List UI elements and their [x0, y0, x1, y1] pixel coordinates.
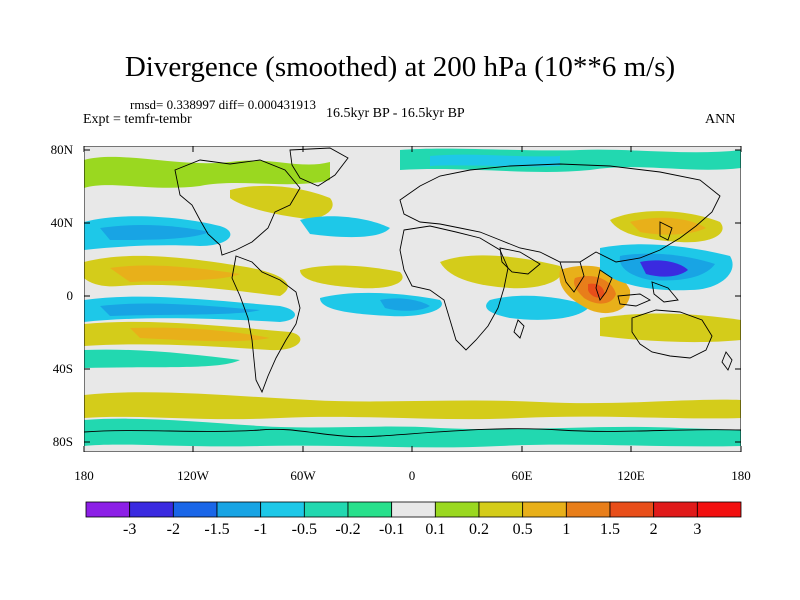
colorbar-swatch — [391, 501, 436, 518]
plot-title: Divergence (smoothed) at 200 hPa (10**6 … — [124, 51, 676, 83]
lat-label-eq: 0 — [66, 288, 74, 303]
experiment-label: Expt = temfr-tembr — [83, 112, 192, 127]
season-label: ANN — [705, 112, 736, 127]
colorbar-label: -0.2 — [335, 521, 361, 538]
colorbar-swatch — [172, 501, 218, 518]
colorbar-label: -3 — [122, 521, 137, 538]
lat-ticks — [84, 149, 741, 443]
lon-label-120e: 120E — [617, 468, 645, 483]
lat-label-40s: 40S — [52, 361, 73, 376]
lon-label-120w: 120W — [177, 468, 209, 483]
colorbar-swatch — [565, 501, 611, 518]
colorbar-swatch — [434, 501, 480, 518]
lon-ticks — [83, 146, 742, 452]
colorbar-swatch — [522, 501, 567, 518]
colorbar-label: 0.1 — [425, 521, 446, 538]
lat-label-80n: 80N — [50, 142, 73, 157]
colorbar-label: 0.2 — [469, 521, 489, 538]
coastlines — [84, 147, 741, 438]
colorbar-swatch — [653, 501, 698, 518]
colorbar-label: 1.5 — [600, 521, 620, 538]
colorbar-label: -2 — [166, 521, 180, 538]
colorbar-swatch — [303, 501, 349, 518]
colorbar-swatch — [85, 501, 131, 518]
colorbar-label: 2 — [649, 521, 658, 538]
colorbar-label: 1 — [562, 521, 571, 538]
colorbar — [85, 501, 742, 518]
map-panel — [84, 146, 741, 452]
colorbar-label: -0.1 — [378, 521, 405, 538]
divergence-fields — [84, 148, 741, 448]
lon-label-180w: 180 — [74, 468, 94, 483]
colorbar-swatch — [478, 501, 524, 518]
colorbar-swatch — [129, 501, 174, 518]
lon-label-180e: 180 — [731, 468, 751, 483]
lon-label-0: 0 — [408, 468, 416, 483]
lat-label-40n: 40N — [50, 215, 73, 230]
colorbar-swatch — [696, 501, 742, 518]
lat-label-80s: 80S — [52, 434, 73, 449]
colorbar-swatch — [609, 501, 655, 518]
colorbar-swatch — [260, 501, 305, 518]
stats-text: rmsd= 0.338997 diff= 0.000431913 — [130, 97, 316, 112]
colorbar-label: -0.5 — [291, 521, 317, 538]
lon-label-60e: 60E — [511, 468, 533, 483]
colorbar-label: -1 — [253, 521, 268, 538]
colorbar-label: 3 — [693, 521, 702, 538]
colorbar-label: 0.5 — [512, 521, 533, 538]
period-label: 16.5kyr BP - 16.5kyr BP — [326, 106, 465, 121]
colorbar-swatch — [347, 501, 393, 518]
colorbar-label: -1.5 — [204, 521, 230, 538]
colorbar-swatch — [216, 501, 262, 518]
lon-label-60w: 60W — [290, 468, 316, 483]
